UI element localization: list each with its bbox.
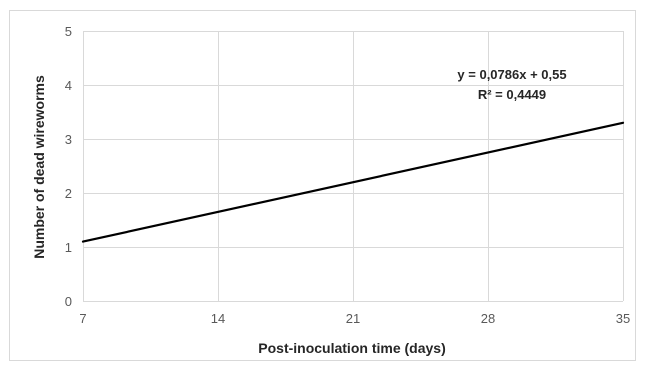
r-squared-label: R² = 0,4449 bbox=[478, 87, 546, 102]
y-tick-label: 4 bbox=[65, 78, 72, 93]
trend-equation: y = 0,0786x + 0,55 bbox=[457, 67, 566, 82]
x-tick-label: 7 bbox=[79, 311, 86, 326]
y-tick-label: 0 bbox=[65, 294, 72, 309]
x-tick-label: 28 bbox=[481, 311, 495, 326]
x-tick-label: 14 bbox=[211, 311, 225, 326]
y-tick-label: 2 bbox=[65, 186, 72, 201]
chart-frame bbox=[9, 10, 636, 361]
grid bbox=[83, 31, 624, 302]
x-tick-label: 21 bbox=[346, 311, 360, 326]
tick-labels: 0 1 2 3 4 5 7 14 21 28 35 bbox=[65, 24, 630, 326]
y-tick-label: 5 bbox=[65, 24, 72, 39]
x-axis-title: Post-inoculation time (days) bbox=[258, 340, 445, 356]
series-layer bbox=[81, 121, 625, 243]
y-axis-title: Number of dead wireworms bbox=[31, 75, 47, 259]
trend-line bbox=[81, 121, 625, 243]
y-tick-label: 1 bbox=[65, 240, 72, 255]
y-tick-label: 3 bbox=[65, 132, 72, 147]
x-tick-label: 35 bbox=[616, 311, 630, 326]
